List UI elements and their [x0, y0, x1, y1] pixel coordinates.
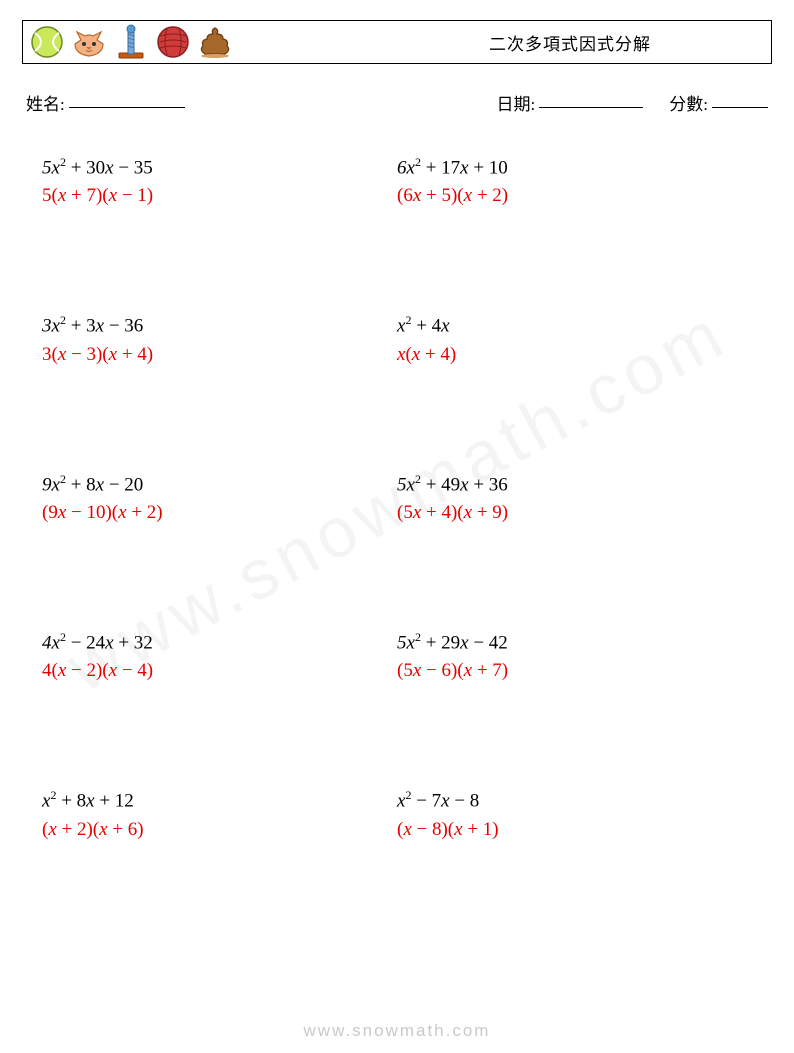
problem-answer: 5(x + 7)(x − 1) [42, 185, 397, 207]
problem-cell: 5x2 + 29x − 42 (5x − 6)(x + 7) [397, 630, 752, 682]
problem-answer: (x + 2)(x + 6) [42, 819, 397, 841]
problem-answer: 3(x − 3)(x + 4) [42, 344, 397, 366]
problem-expression: x2 + 8x + 12 [42, 788, 397, 812]
yarn-ball-icon [155, 24, 191, 60]
problem-answer: (6x + 5)(x + 2) [397, 185, 752, 207]
header-icons [29, 24, 233, 60]
poop-icon [197, 24, 233, 60]
problem-answer: 4(x − 2)(x − 4) [42, 660, 397, 682]
problem-answer: (9x − 10)(x + 2) [42, 502, 397, 524]
problem-cell: x2 − 7x − 8 (x − 8)(x + 1) [397, 788, 752, 840]
problem-answer: (5x + 4)(x + 9) [397, 502, 752, 524]
problem-expression: 9x2 + 8x − 20 [42, 472, 397, 496]
problem-answer: (x − 8)(x + 1) [397, 819, 752, 841]
problem-expression: x2 + 4x [397, 313, 752, 337]
problem-row: 5x2 + 30x − 35 5(x + 7)(x − 1)6x2 + 17x +… [42, 155, 752, 207]
problem-cell: 6x2 + 17x + 10 (6x + 5)(x + 2) [397, 155, 752, 207]
worksheet-title: 二次多項式因式分解 [489, 30, 651, 55]
date-label: 日期: [497, 90, 536, 115]
problem-expression: 5x2 + 30x − 35 [42, 155, 397, 179]
scratching-post-icon [113, 24, 149, 60]
date-blank[interactable] [539, 90, 643, 108]
problem-cell: x2 + 8x + 12 (x + 2)(x + 6) [42, 788, 397, 840]
problem-cell: 3x2 + 3x − 36 3(x − 3)(x + 4) [42, 313, 397, 365]
info-row: 姓名: 日期: 分數: [22, 90, 772, 115]
problem-expression: 5x2 + 29x − 42 [397, 630, 752, 654]
footer-url: www.snowmath.com [0, 1021, 794, 1041]
problem-expression: 3x2 + 3x − 36 [42, 313, 397, 337]
name-label: 姓名: [26, 90, 65, 115]
problems-grid: 5x2 + 30x − 35 5(x + 7)(x − 1)6x2 + 17x +… [22, 155, 772, 841]
problem-cell: x2 + 4x x(x + 4) [397, 313, 752, 365]
problem-expression: 6x2 + 17x + 10 [397, 155, 752, 179]
problem-cell: 4x2 − 24x + 32 4(x − 2)(x − 4) [42, 630, 397, 682]
problem-cell: 5x2 + 30x − 35 5(x + 7)(x − 1) [42, 155, 397, 207]
worksheet-header: 二次多項式因式分解 [22, 20, 772, 64]
tennis-ball-icon [29, 24, 65, 60]
problem-expression: x2 − 7x − 8 [397, 788, 752, 812]
name-blank[interactable] [69, 90, 185, 108]
cat-face-icon [71, 24, 107, 60]
problem-expression: 4x2 − 24x + 32 [42, 630, 397, 654]
problem-cell: 5x2 + 49x + 36 (5x + 4)(x + 9) [397, 472, 752, 524]
problem-row: 3x2 + 3x − 36 3(x − 3)(x + 4)x2 + 4x x(x +… [42, 313, 752, 365]
problem-cell: 9x2 + 8x − 20 (9x − 10)(x + 2) [42, 472, 397, 524]
problem-answer: (5x − 6)(x + 7) [397, 660, 752, 682]
problem-row: 4x2 − 24x + 32 4(x − 2)(x − 4)5x2 + 29x −… [42, 630, 752, 682]
problem-row: x2 + 8x + 12 (x + 2)(x + 6)x2 − 7x − 8 (x … [42, 788, 752, 840]
score-blank[interactable] [712, 90, 768, 108]
problem-row: 9x2 + 8x − 20 (9x − 10)(x + 2)5x2 + 49x +… [42, 472, 752, 524]
problem-expression: 5x2 + 49x + 36 [397, 472, 752, 496]
score-label: 分數: [669, 90, 708, 115]
problem-answer: x(x + 4) [397, 344, 752, 366]
